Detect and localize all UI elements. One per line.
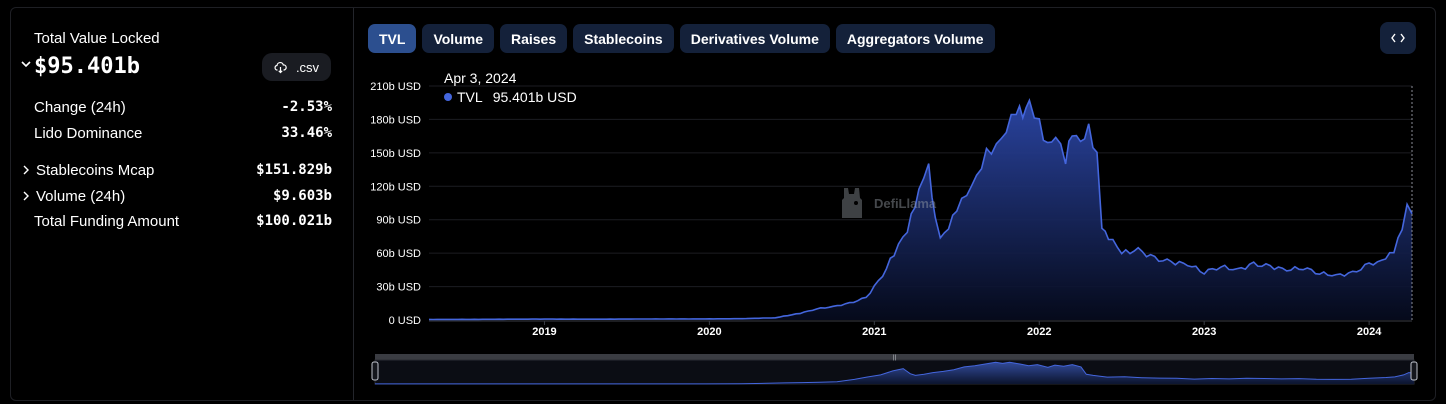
watermark: DefiLlama [838, 186, 936, 220]
volume-24h-row[interactable]: Volume (24h) $9.603b [22, 186, 332, 206]
change-24h-row: Change (24h) -2.53% [34, 97, 332, 117]
tooltip-series: TVL 95.401b USD [444, 89, 577, 105]
total-funding-label: Total Funding Amount [34, 212, 180, 230]
tvl-line [428, 98, 1413, 321]
chevron-right-icon [23, 191, 29, 201]
zoom-slider-line [375, 361, 1415, 385]
y-tick-label: 150b USD [370, 148, 421, 160]
tvl-chart[interactable]: 0 USD 30b USD 60b USD 90b USD 120b USD 150b U… [354, 60, 1436, 400]
stablecoins-mcap-label: Stablecoins Mcap [36, 161, 155, 179]
stablecoins-mcap-row[interactable]: Stablecoins Mcap $151.829b [22, 160, 332, 180]
change-24h-value: -2.53% [281, 99, 332, 115]
zoom-handle-right[interactable] [1410, 361, 1418, 381]
y-tick-label: 0 USD [389, 315, 421, 327]
tab-volume[interactable]: Volume [422, 24, 494, 53]
stablecoins-mcap-value: $151.829b [256, 162, 332, 178]
volume-24h-value: $9.603b [272, 188, 332, 204]
x-tick-label: 2020 [697, 326, 721, 338]
tab-stablecoins[interactable]: Stablecoins [573, 24, 674, 53]
y-tick-label: 30b USD [376, 282, 421, 294]
chart-tabs: TVL Volume Raises Stablecoins Derivative… [368, 24, 995, 53]
tooltip-date: Apr 3, 2024 [444, 70, 517, 86]
total-funding-value: $100.021b [256, 213, 332, 229]
x-tick-label: 2022 [1027, 326, 1051, 338]
panel-divider [353, 8, 354, 400]
embed-code-button[interactable] [1380, 22, 1416, 54]
stats-card [10, 7, 1436, 401]
chevron-right-icon [23, 165, 29, 175]
download-cloud-icon [274, 61, 287, 73]
x-tick-label: 2024 [1357, 326, 1382, 338]
x-tick-label: 2019 [532, 326, 556, 338]
x-tick-label: 2023 [1192, 326, 1216, 338]
total-value-locked-title: Total Value Locked [34, 30, 160, 47]
lido-dominance-label: Lido Dominance [34, 124, 143, 142]
watermark-text: DefiLlama [874, 195, 937, 211]
tvl-area [429, 100, 1412, 321]
chevron-down-icon[interactable] [20, 58, 32, 70]
tab-derivatives-volume[interactable]: Derivatives Volume [679, 24, 830, 53]
y-tick-label: 120b USD [370, 181, 421, 193]
download-csv-button[interactable]: .csv [262, 53, 331, 81]
volume-24h-label: Volume (24h) [36, 187, 126, 205]
x-tick-label: 2021 [862, 326, 886, 338]
tab-tvl[interactable]: TVL [368, 24, 417, 53]
tooltip-series-name: TVL [457, 89, 483, 105]
change-24h-label: Change (24h) [34, 98, 126, 116]
y-tick-label: 60b USD [376, 248, 421, 260]
tab-raises[interactable]: Raises [499, 24, 568, 53]
y-tick-label: 210b USD [370, 81, 421, 93]
zoom-grip-icon[interactable]: || [893, 355, 897, 361]
csv-label: .csv [295, 59, 320, 75]
lido-dominance-row: Lido Dominance 33.46% [34, 123, 332, 143]
tvl-value: $95.401b [34, 54, 140, 79]
lido-dominance-value: 33.46% [281, 125, 332, 141]
y-tick-label: 180b USD [370, 114, 421, 126]
y-tick-label: 90b USD [376, 215, 421, 227]
zoom-handle-left[interactable] [371, 361, 379, 381]
zoom-slider-bar [375, 354, 1414, 360]
llama-logo-icon [842, 188, 862, 218]
series-color-dot [444, 93, 452, 101]
tab-aggregators-volume[interactable]: Aggregators Volume [835, 24, 995, 53]
total-funding-row: Total Funding Amount $100.021b [34, 211, 332, 231]
zoom-slider-area [375, 362, 1414, 384]
tooltip-series-value: 95.401b USD [492, 89, 577, 105]
code-brackets-icon [1391, 33, 1405, 43]
